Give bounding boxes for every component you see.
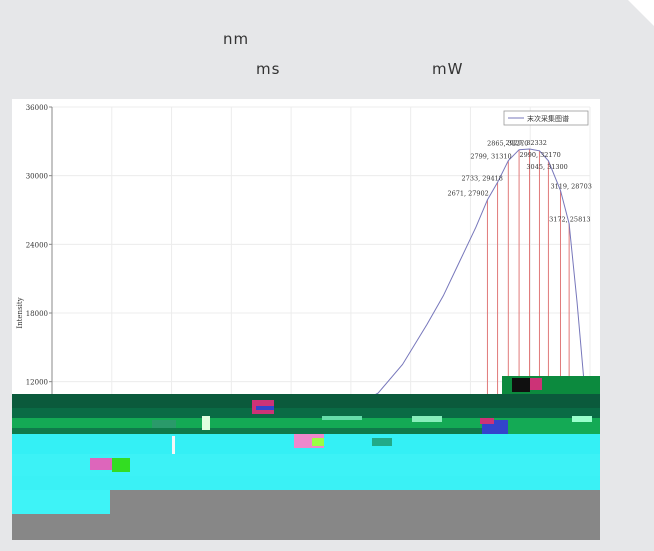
peak-annotation-label: 2865, 32270 — [487, 140, 528, 148]
legend-label: 末次采集图谱 — [527, 114, 569, 123]
peak-annotation-label: 2990, 32170 — [519, 151, 560, 159]
peak-annotation-label: 2799, 31310 — [470, 153, 511, 161]
corner-notch — [628, 0, 654, 26]
peak-annotation-label: 3172, 25813 — [549, 216, 590, 224]
y-tick-label: 18000 — [26, 310, 48, 318]
y-tick-label: 36000 — [26, 104, 48, 112]
peak-annotation-label: 2733, 29418 — [462, 174, 503, 182]
wavelength-unit-label: nm — [223, 30, 250, 48]
y-tick-label: 24000 — [26, 241, 48, 249]
footer-bar — [12, 490, 600, 540]
peak-annotation-label: 2671, 27902 — [447, 190, 488, 198]
legend-box — [503, 110, 589, 126]
peak-annotation-label: 3045, 31300 — [526, 163, 567, 171]
integration-time-unit-label: ms — [256, 60, 281, 78]
glitch-band — [12, 376, 600, 500]
y-tick-label: 30000 — [26, 173, 48, 181]
peak-annotation-label: 3119, 28703 — [550, 183, 591, 191]
y-axis-label: Intensity — [16, 297, 24, 328]
laser-power-unit-label: mW — [432, 60, 464, 78]
footer-tab — [12, 490, 110, 514]
y-tick-label: 12000 — [26, 379, 48, 387]
peak-annotation-label: 2929, 32332 — [506, 139, 547, 147]
